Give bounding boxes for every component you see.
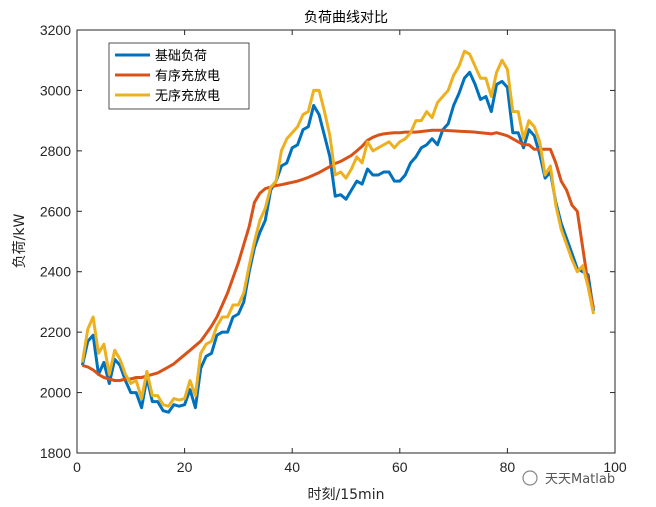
legend-label: 基础负荷 [155, 49, 207, 64]
y-tick-label: 2400 [40, 264, 71, 280]
y-tick-label: 3000 [40, 82, 71, 98]
watermark: 天天Matlab [522, 470, 615, 487]
y-axis-label: 负荷/kW [12, 214, 28, 269]
y-tick-label: 2800 [40, 143, 71, 159]
x-tick-label: 0 [73, 459, 81, 475]
x-tick-label: 60 [392, 459, 408, 475]
x-tick-label: 80 [500, 459, 516, 475]
series-line-1 [81, 128, 595, 382]
x-tick-label: 100 [603, 459, 627, 475]
legend-label: 无序充放电 [155, 88, 220, 104]
watermark-text: 天天Matlab [545, 472, 615, 487]
x-tick-label: 40 [284, 459, 300, 475]
x-axis-label: 时刻/15min [308, 487, 385, 503]
legend-label: 有序充放电 [155, 68, 220, 84]
x-tick-label: 20 [177, 459, 193, 475]
y-tick-label: 3200 [40, 22, 71, 38]
y-tick-label: 2200 [40, 324, 71, 340]
series-line-0 [80, 70, 595, 414]
series-line-2 [80, 49, 595, 408]
chart-title: 负荷曲线对比 [304, 10, 388, 26]
y-tick-label: 2600 [40, 203, 71, 219]
y-tick-label: 2000 [40, 385, 71, 401]
y-tick-label: 1800 [40, 445, 71, 461]
wechat-icon [522, 470, 538, 486]
